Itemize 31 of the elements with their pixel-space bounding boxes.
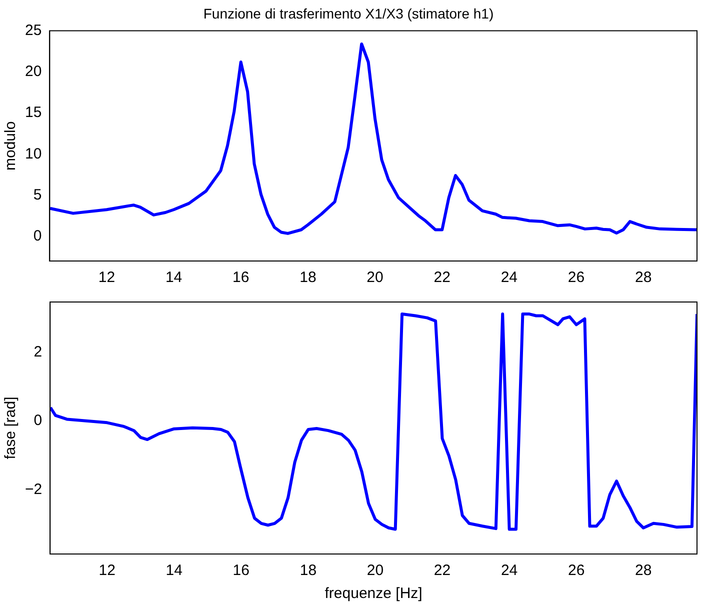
y-tick-label: 25 <box>24 22 42 39</box>
x-tick-label: 28 <box>634 269 652 286</box>
x-tick-label: 28 <box>635 562 652 580</box>
x-tick-label: 20 <box>366 269 384 286</box>
y-tick-label: 10 <box>24 145 42 162</box>
x-tick-label: 20 <box>366 562 384 580</box>
y-tick-label: 20 <box>24 63 42 80</box>
chart-title: Funzione di trasferimento X1/X3 (stimatore h1) <box>203 5 494 22</box>
x-tick-label: 16 <box>232 562 250 580</box>
y-tick-label: 15 <box>24 104 42 122</box>
x-axis-title: frequenze [Hz] <box>324 585 422 602</box>
x-tick-label: 14 <box>165 269 182 286</box>
y-tick-label: −2 <box>24 480 42 498</box>
x-tick-label: 12 <box>98 269 116 286</box>
x-tick-label: 22 <box>434 269 450 286</box>
x-tick-label: 14 <box>166 562 182 580</box>
x-tick-label: 18 <box>300 562 317 580</box>
y-tick-label: 0 <box>33 227 42 244</box>
y-axis-title: fase [rad] <box>2 396 20 460</box>
x-tick-label: 22 <box>434 562 451 580</box>
y-tick-label: 0 <box>34 412 42 430</box>
y-tick-label: 2 <box>34 343 42 360</box>
x-tick-label: 26 <box>568 269 585 286</box>
x-tick-label: 16 <box>232 269 250 286</box>
x-tick-label: 18 <box>300 269 316 286</box>
x-tick-label: 24 <box>500 269 518 286</box>
y-tick-label: 5 <box>33 186 42 204</box>
x-tick-label: 24 <box>500 562 518 580</box>
y-axis-title: modulo <box>2 121 20 170</box>
x-tick-label: 26 <box>568 562 585 580</box>
x-tick-label: 12 <box>98 562 116 580</box>
